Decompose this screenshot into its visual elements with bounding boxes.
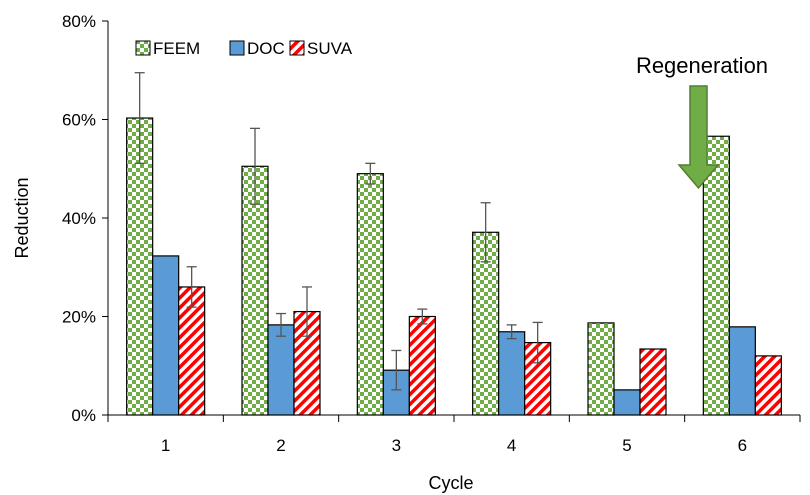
bar-doc-cycle-5 [613,389,641,416]
bar-suva-cycle-5 [639,348,667,416]
x-axis-title: Cycle [428,473,473,493]
y-tick-label: 40% [62,209,96,228]
bar-doc-cycle-4 [498,331,526,416]
legend-item-feem: FEEM [135,39,200,58]
error-bar-suva-cycle-2 [302,286,312,337]
error-bar-suva-cycle-4 [532,321,543,364]
error-bar-feem-cycle-2 [250,127,260,205]
bar-feem-cycle-6 [702,135,730,416]
error-bar-suva-cycle-3 [417,308,428,325]
x-tick-label: 3 [392,436,401,455]
x-tick-label: 6 [738,436,747,455]
x-tick-label: 4 [507,436,516,455]
error-bar-suva-cycle-1 [186,266,197,308]
axes-group: 0% 20% 40% 60% 80% 1 2 3 4 5 6 [62,12,801,455]
legend-swatch [135,40,151,56]
error-bars-group [134,72,543,391]
y-tick-label: 0% [71,406,96,425]
y-tick-label: 80% [62,12,96,31]
error-bar-doc-cycle-4 [506,324,517,340]
error-bar-feem-cycle-4 [480,202,491,263]
bar-feem-cycle-5 [587,322,615,416]
x-tick-label: 1 [161,436,170,455]
x-tick-label: 2 [276,436,285,455]
legend-label: DOC [247,39,285,58]
bar-feem-cycle-1 [126,117,154,416]
legend: FEEM DOC SUVA [135,39,353,58]
bar-feem-cycle-3 [356,173,384,416]
bar-doc-cycle-6 [728,326,756,416]
regeneration-arrow-icon [677,85,720,190]
y-axis-title: Reduction [12,177,32,258]
bar-doc-cycle-1 [152,255,180,416]
error-bar-doc-cycle-2 [276,312,286,337]
legend-item-suva: SUVA [289,39,353,58]
bar-suva-cycle-3 [408,315,436,416]
bar-feem-cycle-2 [241,165,269,416]
y-tick-label: 20% [62,308,96,327]
bar-suva-cycle-1 [178,286,206,416]
bars-group [126,117,782,416]
error-bar-feem-cycle-3 [365,162,376,185]
regeneration-label: Regeneration [636,53,768,78]
legend-item-doc: DOC [229,39,285,58]
legend-swatch [289,40,305,56]
x-tick-label: 5 [622,436,631,455]
legend-label: FEEM [153,39,200,58]
error-bar-feem-cycle-1 [134,72,145,164]
bar-suva-cycle-6 [754,355,782,416]
y-tick-label: 60% [62,111,96,130]
bar-doc-cycle-2 [267,324,295,416]
error-bar-doc-cycle-3 [391,349,402,391]
legend-label: SUVA [307,39,353,58]
legend-swatch [229,40,245,56]
